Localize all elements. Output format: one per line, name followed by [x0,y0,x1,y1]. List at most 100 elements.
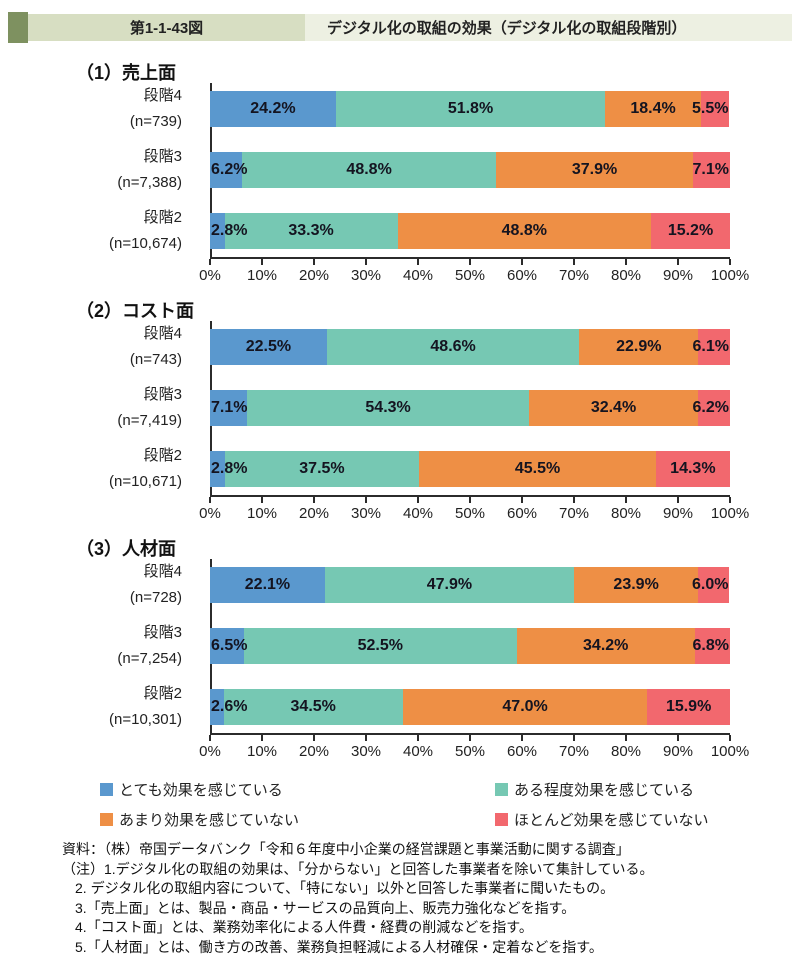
x-tick-mark [521,735,523,741]
charts-container: （1）売上面 段階4 (n=739) 24.2% 51.8% 18.4% 5.5% 段階3 (n… [0,59,792,763]
segment-value-label: 18.4% [630,100,676,117]
bar-segment: 48.6% [326,329,580,365]
bar-row: 段階3 (n=7,254) 6.5% 52.5% 34.2% 6.8% [8,624,730,667]
segment-value-label: 34.2% [583,637,629,654]
segment-value-label: 5.5% [691,100,729,117]
figure-header: 第1-1-43図 デジタル化の取組の効果（デジタル化の取組段階別） [8,12,792,43]
stage-label: 段階4 [143,87,182,104]
chart-plot: 段階4 (n=728) 22.1% 47.9% 23.9% 6.0% 段階3 (n=7,254… [8,559,730,733]
bar-row: 段階4 (n=739) 24.2% 51.8% 18.4% 5.5% [8,87,730,130]
segment-value-label: 6.1% [692,338,729,355]
x-tick-mark [573,735,575,741]
legend-color-chip [495,813,508,826]
x-tick-mark [365,497,367,503]
stacked-bar: 6.5% 52.5% 34.2% 6.8% [210,628,730,664]
x-tick-label: 90% [662,505,694,522]
x-tick-mark [625,259,627,265]
bar-segment: 6.2% [693,390,730,426]
x-tick-label: 20% [298,743,330,760]
x-tick-mark [313,259,315,265]
x-axis: 0% 10% 20% 30% 40% 50% 60% 70% 80% 90% 100% [199,733,749,763]
figure-accent-bar [8,12,28,43]
stage-label: 段階4 [143,325,182,342]
bar-segment: 6.5% [210,628,247,664]
legend-item: ある程度効果を感じている [495,779,792,800]
x-tick-label: 70% [558,743,590,760]
segment-value-label: 2.6% [211,698,248,715]
x-tick-label: 50% [454,743,486,760]
x-tick-label: 0% [199,505,221,522]
x-tick-mark [469,735,471,741]
legend-label: ある程度効果を感じている [514,782,695,799]
segment-value-label: 24.2% [250,100,296,117]
x-tick-mark [625,735,627,741]
x-tick-mark [365,735,367,741]
bar-segment: 51.8% [335,91,606,127]
bar-row: 段階2 (n=10,674) 2.8% 33.3% 48.8% 15.2% [8,209,730,252]
stacked-bar: 2.6% 34.5% 47.0% 15.9% [210,689,730,725]
segment-value-label: 22.5% [245,338,292,355]
x-tick-label: 20% [298,267,330,284]
bar-segment: 37.5% [224,451,420,487]
segment-value-label: 48.8% [501,222,547,239]
bar-row: 段階3 (n=7,419) 7.1% 54.3% 32.4% 6.2% [8,386,730,429]
segment-value-label: 32.4% [590,399,637,416]
bar-segment: 47.9% [324,567,574,603]
n-label: (n=10,301) [109,711,182,728]
legend: とても効果を感じている ある程度効果を感じている あまり効果を感じていない ほとんど効… [100,779,792,830]
bar-segment: 7.1% [210,390,247,426]
x-tick-mark [417,735,419,741]
n-label: (n=7,254) [117,650,182,667]
segment-value-label: 2.8% [211,222,248,239]
bar-segment: 22.9% [579,329,699,365]
segment-value-label: 33.3% [288,222,334,239]
bar-segment: 23.9% [573,567,699,603]
x-axis: 0% 10% 20% 30% 40% 50% 60% 70% 80% 90% 100% [199,495,749,525]
x-tick-mark [521,259,523,265]
x-tick-mark [365,259,367,265]
n-label: (n=7,388) [117,174,182,191]
segment-value-label: 14.3% [670,460,716,477]
category-label: 段階3 (n=7,254) [8,620,196,672]
category-label: 段階2 (n=10,674) [8,205,196,257]
x-tick-mark [417,259,419,265]
stacked-bar: 7.1% 54.3% 32.4% 6.2% [210,390,730,426]
n-label: (n=10,674) [109,235,182,252]
category-label: 段階2 (n=10,301) [8,681,196,733]
x-tick-label: 40% [402,505,434,522]
chart-plot: 段階4 (n=739) 24.2% 51.8% 18.4% 5.5% 段階3 (n=7,388… [8,83,730,257]
legend-label: あまり効果を感じていない [119,812,300,829]
segment-value-label: 22.1% [244,576,291,593]
note-line: 2. デジタル化の取組内容について、「特にない」以外と回答した事業者に聞いたもの… [75,880,615,896]
bar-segment: 54.3% [246,390,530,426]
figure-number: 第1-1-43図 [28,14,305,41]
stacked-bar: 2.8% 33.3% 48.8% 15.2% [210,213,730,249]
note-line: 4.「コスト面」とは、業務効率化による人件費・経費の削減などを指す。 [75,919,533,935]
n-label: (n=728) [129,589,182,606]
x-tick-mark [625,497,627,503]
x-tick-label: 90% [662,267,694,284]
legend-color-chip [100,813,113,826]
bar-segment: 2.8% [210,451,247,487]
x-tick-mark [729,735,731,741]
x-tick-label: 50% [454,505,486,522]
stage-label: 段階2 [143,685,182,702]
segment-value-label: 15.9% [665,698,712,715]
x-tick-label: 100% [710,743,750,760]
bar-segment: 45.5% [419,451,656,487]
category-label: 段階4 (n=728) [8,559,196,611]
segment-value-label: 7.1% [211,399,248,416]
bar-segment: 2.8% [210,213,247,249]
category-label: 段階3 (n=7,388) [8,144,196,196]
x-tick-mark [469,259,471,265]
x-tick-mark [469,497,471,503]
stage-label: 段階4 [143,563,182,580]
x-tick-mark [729,259,731,265]
x-tick-mark [521,497,523,503]
x-tick-label: 0% [199,743,221,760]
chart-section-title: （2）コスト面 [76,301,195,321]
bar-segment: 34.5% [223,689,403,725]
bar-segment: 5.5% [692,91,730,127]
x-tick-mark [209,259,211,265]
